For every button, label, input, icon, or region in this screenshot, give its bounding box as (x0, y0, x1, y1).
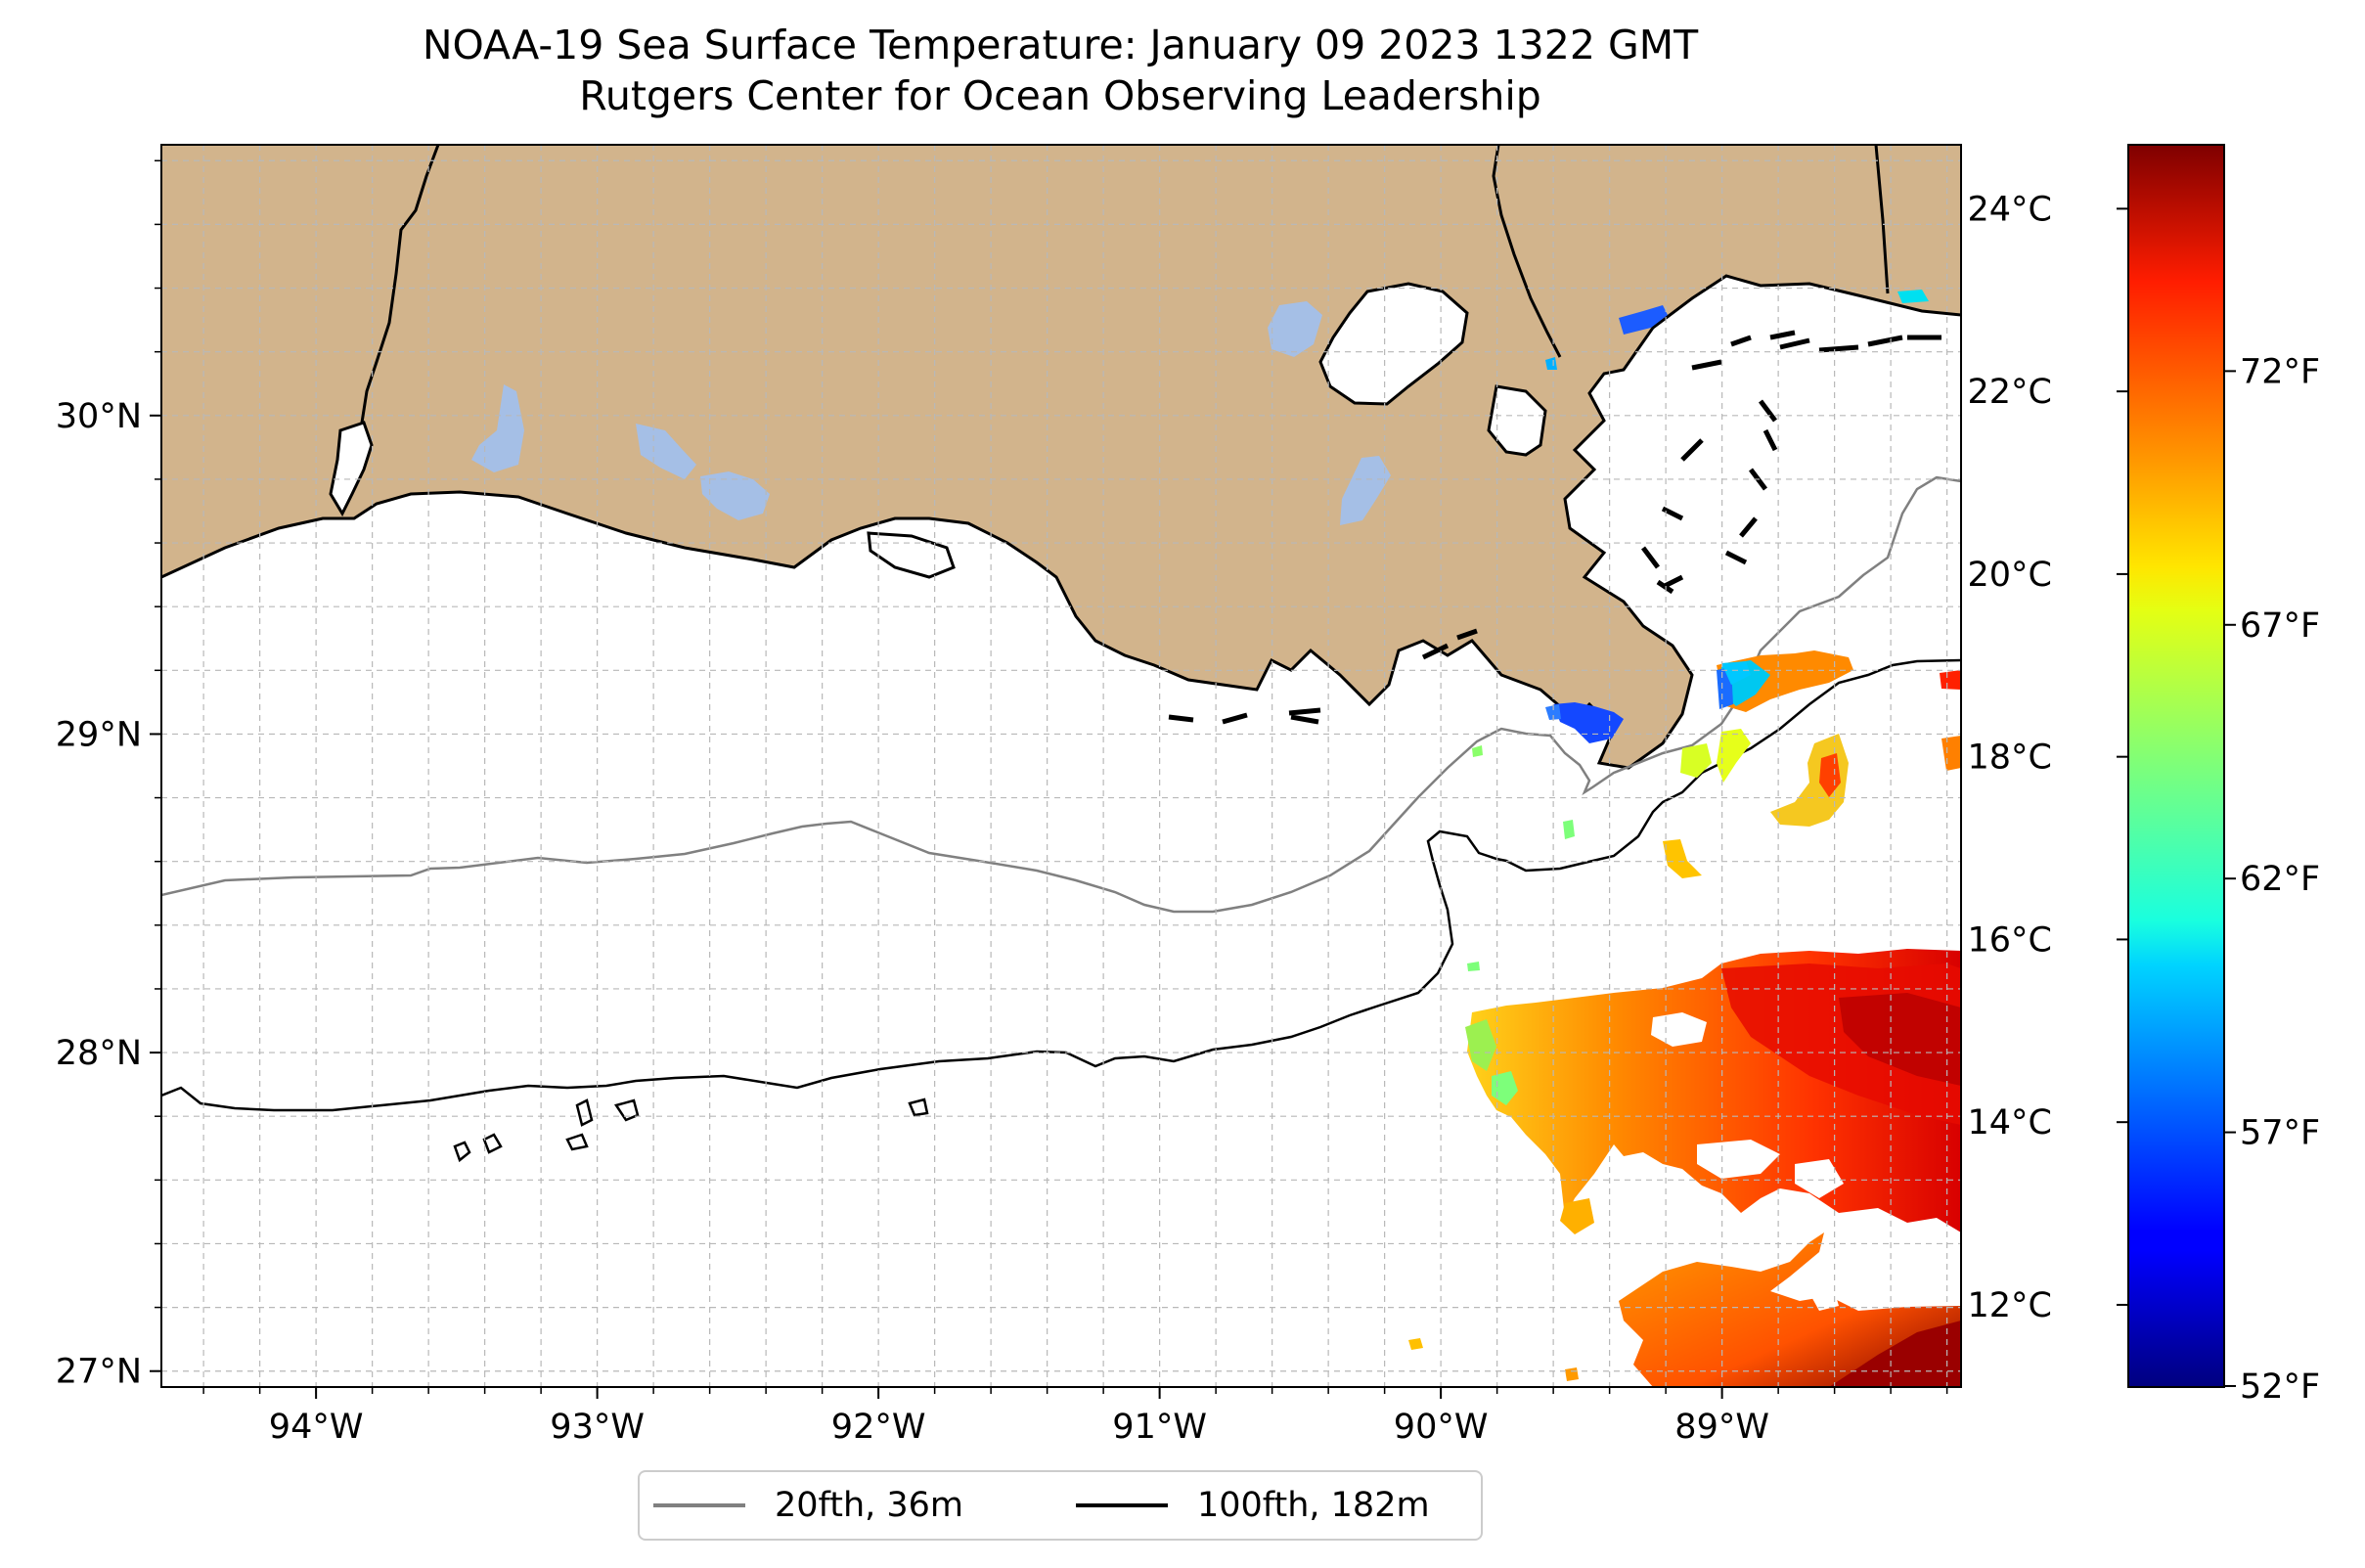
colorbar-label-c: 24°C (1968, 190, 2052, 229)
lon-tick-label: 94°W (269, 1408, 364, 1447)
colorbar-label-f: 62°F (2240, 860, 2320, 899)
lake-pontchartrain (1318, 282, 1469, 406)
map-frame (160, 144, 1962, 1388)
sst-patch-cold (1721, 661, 1751, 685)
sst-patch-yellow (1663, 839, 1702, 878)
title-line-2: Rutgers Center for Ocean Observing Leade… (579, 72, 1541, 119)
legend-label-100fth: 100fth, 182m (1197, 1486, 1430, 1525)
map-ticks (150, 159, 1948, 1399)
lat-tick-label: 29°N (56, 715, 142, 754)
legend-item-20fth: 20fth, 36m (653, 1472, 963, 1539)
sst-patch-green (1467, 962, 1480, 971)
colorbar-label-f: 72°F (2240, 352, 2320, 391)
lat-tick-label: 27°N (56, 1353, 142, 1392)
sst-gap (1697, 1140, 1780, 1179)
map-area (161, 145, 1961, 1387)
sst-patch-yellow (1408, 1338, 1423, 1350)
lat-tick-label: 30°N (56, 397, 142, 436)
sst-patch-green (1472, 745, 1483, 757)
colorbar: 12°C 14°C 16°C 18°C 20°C 22°C 24°C 52°F 57°F 62°… (1968, 144, 2320, 1407)
state-border (360, 145, 440, 424)
sst-patch-cold (1545, 357, 1557, 370)
colorbar-fahrenheit-axis: 52°F 57°F 62°F 67°F 72°F (2224, 352, 2320, 1407)
colorbar-gradient (2128, 145, 2224, 1387)
sst-patch-yellow (1565, 1367, 1579, 1381)
legend-swatch-20fth (653, 1503, 745, 1507)
legend: 20fth, 36m 100fth, 182m (638, 1470, 1483, 1541)
colorbar-label-c: 16°C (1968, 920, 2052, 960)
isobath-100fth-islands (453, 1098, 929, 1163)
colorbar-label-f: 67°F (2240, 606, 2320, 646)
sst-patch-cold (1897, 290, 1929, 303)
sst-patch-green (1563, 820, 1575, 839)
sst-gap (1795, 1159, 1844, 1198)
sst-patch-yellow-green (1680, 743, 1712, 778)
colorbar-label-c: 20°C (1968, 556, 2052, 595)
vermilion-bay (867, 531, 956, 579)
legend-item-100fth: 100fth, 182m (1076, 1472, 1430, 1539)
lake (636, 424, 696, 479)
sst-patch-cold (1553, 702, 1624, 743)
sst-gap (1651, 1012, 1707, 1047)
coastline (161, 274, 1961, 770)
colorbar-label-c: 14°C (1968, 1103, 2052, 1142)
lake-borgne (1487, 384, 1547, 457)
title-line-1: NOAA-19 Sea Surface Temperature: January… (422, 22, 1699, 68)
colorbar-celsius-axis: 12°C 14°C 16°C 18°C 20°C 22°C 24°C (1968, 190, 2128, 1325)
lat-tick-label: 28°N (56, 1034, 142, 1073)
colorbar-label-c: 18°C (1968, 739, 2052, 778)
sst-patch-red (1819, 753, 1841, 797)
sst-patch-yellow (1560, 1198, 1594, 1234)
sst-patch-yellow-green (1717, 729, 1751, 783)
colorbar-label-c: 12°C (1968, 1286, 2052, 1325)
colorbar-frame (2127, 144, 2225, 1388)
sst-patches (1408, 290, 1961, 1387)
lon-tick-label: 93°W (550, 1408, 645, 1447)
sst-patch-red (1940, 670, 1961, 690)
state-border (1874, 145, 1890, 294)
sst-patch-south-dark (1829, 1321, 1961, 1387)
state-border (1492, 145, 1562, 358)
lake (1268, 301, 1322, 357)
sst-patch-green (1465, 1019, 1496, 1071)
calcasieu-lake (329, 421, 374, 517)
sst-patch-south (1619, 1232, 1961, 1387)
lon-tick-label: 90°W (1394, 1408, 1489, 1447)
sst-gap (1809, 1289, 1839, 1311)
lon-tick-label: 89°W (1674, 1408, 1769, 1447)
chart-title: NOAA-19 Sea Surface Temperature: January… (160, 20, 1960, 121)
sst-patch-deep (1839, 993, 1961, 1086)
sst-patch-orange (1941, 736, 1961, 771)
lon-tick-labels: 94°W 93°W 92°W 91°W 90°W 89°W (269, 1408, 1769, 1447)
legend-label-20fth: 20fth, 36m (775, 1486, 964, 1525)
colorbar-label-f: 52°F (2240, 1367, 2320, 1407)
sst-patch-cold (1545, 704, 1561, 720)
sst-patch-cold (1619, 305, 1668, 335)
lake (700, 471, 770, 520)
colorbar-label-f: 57°F (2240, 1114, 2320, 1153)
lake (1340, 456, 1391, 525)
isobath-100fth (161, 658, 1961, 1112)
lat-tick-labels: 27°N 28°N 29°N 30°N (56, 397, 142, 1392)
land (161, 145, 1961, 768)
lon-tick-label: 92°W (831, 1408, 926, 1447)
gridlines (161, 145, 1961, 1387)
colorbar-label-c: 22°C (1968, 373, 2052, 412)
lon-tick-label: 91°W (1112, 1408, 1207, 1447)
sst-patch-green (1492, 1071, 1518, 1105)
legend-swatch-100fth (1076, 1503, 1168, 1507)
